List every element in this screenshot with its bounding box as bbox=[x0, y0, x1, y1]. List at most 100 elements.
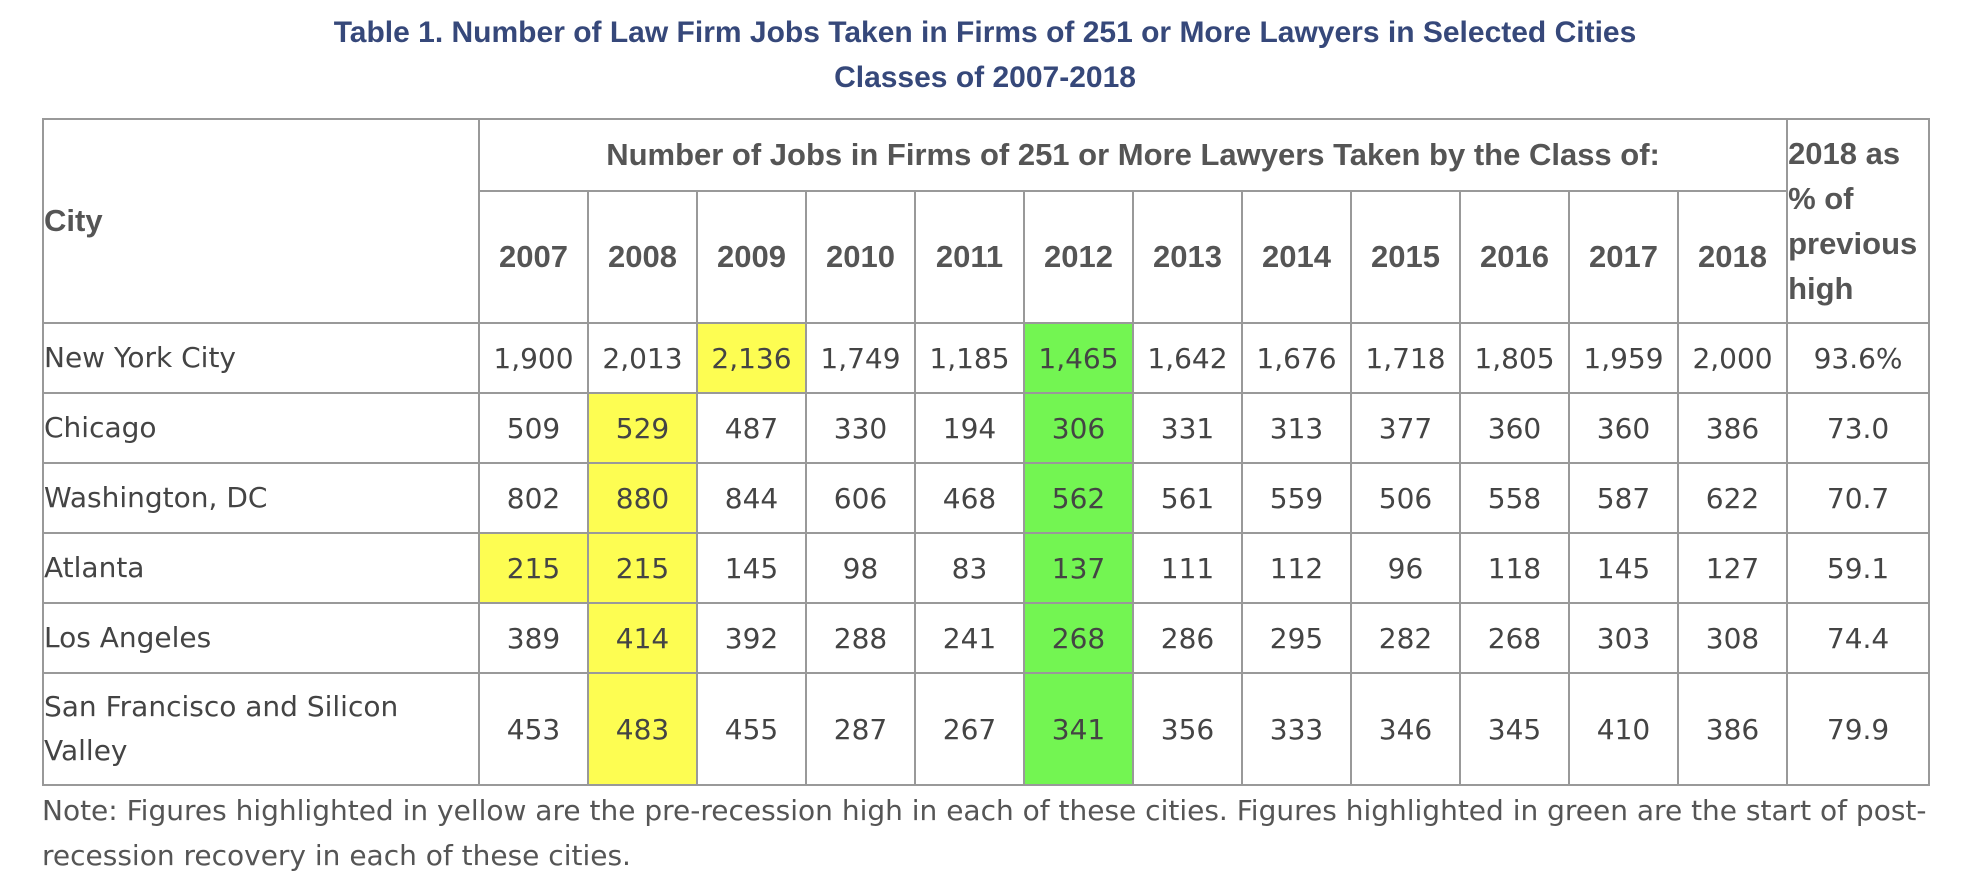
year-header-2012: 2012 bbox=[1023, 190, 1134, 324]
value-cell-2009: 844 bbox=[696, 462, 807, 534]
city-cell: Atlanta bbox=[42, 532, 480, 604]
value-cell-2015: 506 bbox=[1350, 462, 1461, 534]
year-header-2014: 2014 bbox=[1241, 190, 1352, 324]
year-header-2009: 2009 bbox=[696, 190, 807, 324]
value-cell-2012: 268 bbox=[1023, 602, 1134, 674]
year-header-2010: 2010 bbox=[805, 190, 916, 324]
table-row: San Francisco and Silicon Valley 453 483 45… bbox=[42, 672, 1931, 786]
value-cell-2009: 455 bbox=[696, 672, 807, 786]
year-header-row: 2007 2008 2009 2010 2011 2012 2013 2014 2015 2016… bbox=[43, 190, 1929, 324]
city-cell: San Francisco and Silicon Valley bbox=[42, 672, 480, 786]
table-body: New York City 1,900 2,013 2,136 1,749 1,185 1,… bbox=[42, 322, 1931, 786]
city-column-header: City bbox=[42, 118, 480, 324]
pct-cell: 70.7 bbox=[1786, 462, 1931, 534]
city-cell: Los Angeles bbox=[42, 602, 480, 674]
value-cell-2011: 241 bbox=[914, 602, 1025, 674]
value-cell-2018: 2,000 bbox=[1676, 322, 1789, 394]
value-cell-2008: 880 bbox=[587, 462, 698, 534]
value-cell-2016: 1,805 bbox=[1459, 322, 1570, 394]
value-cell-2015: 1,718 bbox=[1350, 322, 1461, 394]
pct-cell: 73.0 bbox=[1786, 392, 1931, 464]
year-header-2018: 2018 bbox=[1676, 190, 1789, 324]
value-cell-2017: 145 bbox=[1568, 532, 1679, 604]
value-cell-2015: 96 bbox=[1350, 532, 1461, 604]
value-cell-2014: 112 bbox=[1241, 532, 1352, 604]
value-cell-2015: 282 bbox=[1350, 602, 1461, 674]
value-cell-2014: 313 bbox=[1241, 392, 1352, 464]
table-row: New York City 1,900 2,013 2,136 1,749 1,185 1,… bbox=[42, 322, 1931, 394]
value-cell-2007: 509 bbox=[478, 392, 589, 464]
pct-cell: 79.9 bbox=[1786, 672, 1931, 786]
table-row: Chicago 509 529 487 330 194 306 331 313 377 360 360… bbox=[42, 392, 1931, 464]
value-cell-2015: 346 bbox=[1350, 672, 1461, 786]
value-cell-2010: 288 bbox=[805, 602, 916, 674]
value-cell-2016: 360 bbox=[1459, 392, 1570, 464]
value-cell-2018: 308 bbox=[1676, 602, 1789, 674]
year-header-2013: 2013 bbox=[1132, 190, 1243, 324]
pct-cell: 93.6% bbox=[1786, 322, 1931, 394]
value-cell-2017: 587 bbox=[1568, 462, 1679, 534]
value-cell-2013: 111 bbox=[1132, 532, 1243, 604]
value-cell-2017: 360 bbox=[1568, 392, 1679, 464]
value-cell-2007: 453 bbox=[478, 672, 589, 786]
value-cell-2018: 127 bbox=[1676, 532, 1789, 604]
value-cell-2018: 622 bbox=[1676, 462, 1789, 534]
value-cell-2016: 345 bbox=[1459, 672, 1570, 786]
city-cell: Chicago bbox=[42, 392, 480, 464]
value-cell-2011: 194 bbox=[914, 392, 1025, 464]
city-cell: New York City bbox=[42, 322, 480, 394]
table-row: Los Angeles 389 414 392 288 241 268 286 295 282 26… bbox=[42, 602, 1931, 674]
value-cell-2014: 295 bbox=[1241, 602, 1352, 674]
value-cell-2014: 559 bbox=[1241, 462, 1352, 534]
value-cell-2008: 483 bbox=[587, 672, 698, 786]
value-cell-2010: 606 bbox=[805, 462, 916, 534]
value-cell-2016: 118 bbox=[1459, 532, 1570, 604]
value-cell-2013: 1,642 bbox=[1132, 322, 1243, 394]
value-cell-2015: 377 bbox=[1350, 392, 1461, 464]
value-cell-2012: 341 bbox=[1023, 672, 1134, 786]
table-title: Table 1. Number of Law Firm Jobs Taken i… bbox=[0, 10, 1970, 100]
value-cell-2018: 386 bbox=[1676, 672, 1789, 786]
value-cell-2013: 356 bbox=[1132, 672, 1243, 786]
value-cell-2008: 215 bbox=[587, 532, 698, 604]
value-cell-2011: 83 bbox=[914, 532, 1025, 604]
year-header-2008: 2008 bbox=[587, 190, 698, 324]
pct-column-header: 2018 as % of previous high bbox=[1786, 118, 1931, 324]
value-cell-2012: 1,465 bbox=[1023, 322, 1134, 394]
value-cell-2007: 1,900 bbox=[478, 322, 589, 394]
value-cell-2007: 215 bbox=[478, 532, 589, 604]
value-cell-2010: 330 bbox=[805, 392, 916, 464]
pct-cell: 74.4 bbox=[1786, 602, 1931, 674]
jobs-table: City Number of Jobs in Firms of 251 or M… bbox=[42, 118, 1931, 786]
value-cell-2014: 333 bbox=[1241, 672, 1352, 786]
subtitle-line: Classes of 2007-2018 bbox=[834, 61, 1136, 94]
value-cell-2009: 487 bbox=[696, 392, 807, 464]
year-header-2007: 2007 bbox=[478, 190, 589, 324]
value-cell-2011: 468 bbox=[914, 462, 1025, 534]
value-cell-2017: 410 bbox=[1568, 672, 1679, 786]
value-cell-2012: 306 bbox=[1023, 392, 1134, 464]
value-cell-2016: 558 bbox=[1459, 462, 1570, 534]
value-cell-2010: 1,749 bbox=[805, 322, 916, 394]
value-cell-2011: 267 bbox=[914, 672, 1025, 786]
value-cell-2008: 2,013 bbox=[587, 322, 698, 394]
title-line: Table 1. Number of Law Firm Jobs Taken i… bbox=[333, 16, 1637, 49]
pct-cell: 59.1 bbox=[1786, 532, 1931, 604]
year-header-2011: 2011 bbox=[914, 190, 1025, 324]
value-cell-2007: 389 bbox=[478, 602, 589, 674]
year-header-2016: 2016 bbox=[1459, 190, 1570, 324]
value-cell-2010: 98 bbox=[805, 532, 916, 604]
value-cell-2012: 562 bbox=[1023, 462, 1134, 534]
value-cell-2009: 145 bbox=[696, 532, 807, 604]
jobs-group-header: Number of Jobs in Firms of 251 or More L… bbox=[477, 118, 1789, 192]
value-cell-2009: 392 bbox=[696, 602, 807, 674]
value-cell-2009: 2,136 bbox=[696, 322, 807, 394]
value-cell-2012: 137 bbox=[1023, 532, 1134, 604]
table-row: Washington, DC 802 880 844 606 468 562 561 559 50… bbox=[42, 462, 1931, 534]
value-cell-2017: 1,959 bbox=[1568, 322, 1679, 394]
table-note: Note: Figures highlighted in yellow are … bbox=[42, 794, 1927, 872]
value-cell-2014: 1,676 bbox=[1241, 322, 1352, 394]
value-cell-2018: 386 bbox=[1676, 392, 1789, 464]
value-cell-2008: 414 bbox=[587, 602, 698, 674]
value-cell-2017: 303 bbox=[1568, 602, 1679, 674]
